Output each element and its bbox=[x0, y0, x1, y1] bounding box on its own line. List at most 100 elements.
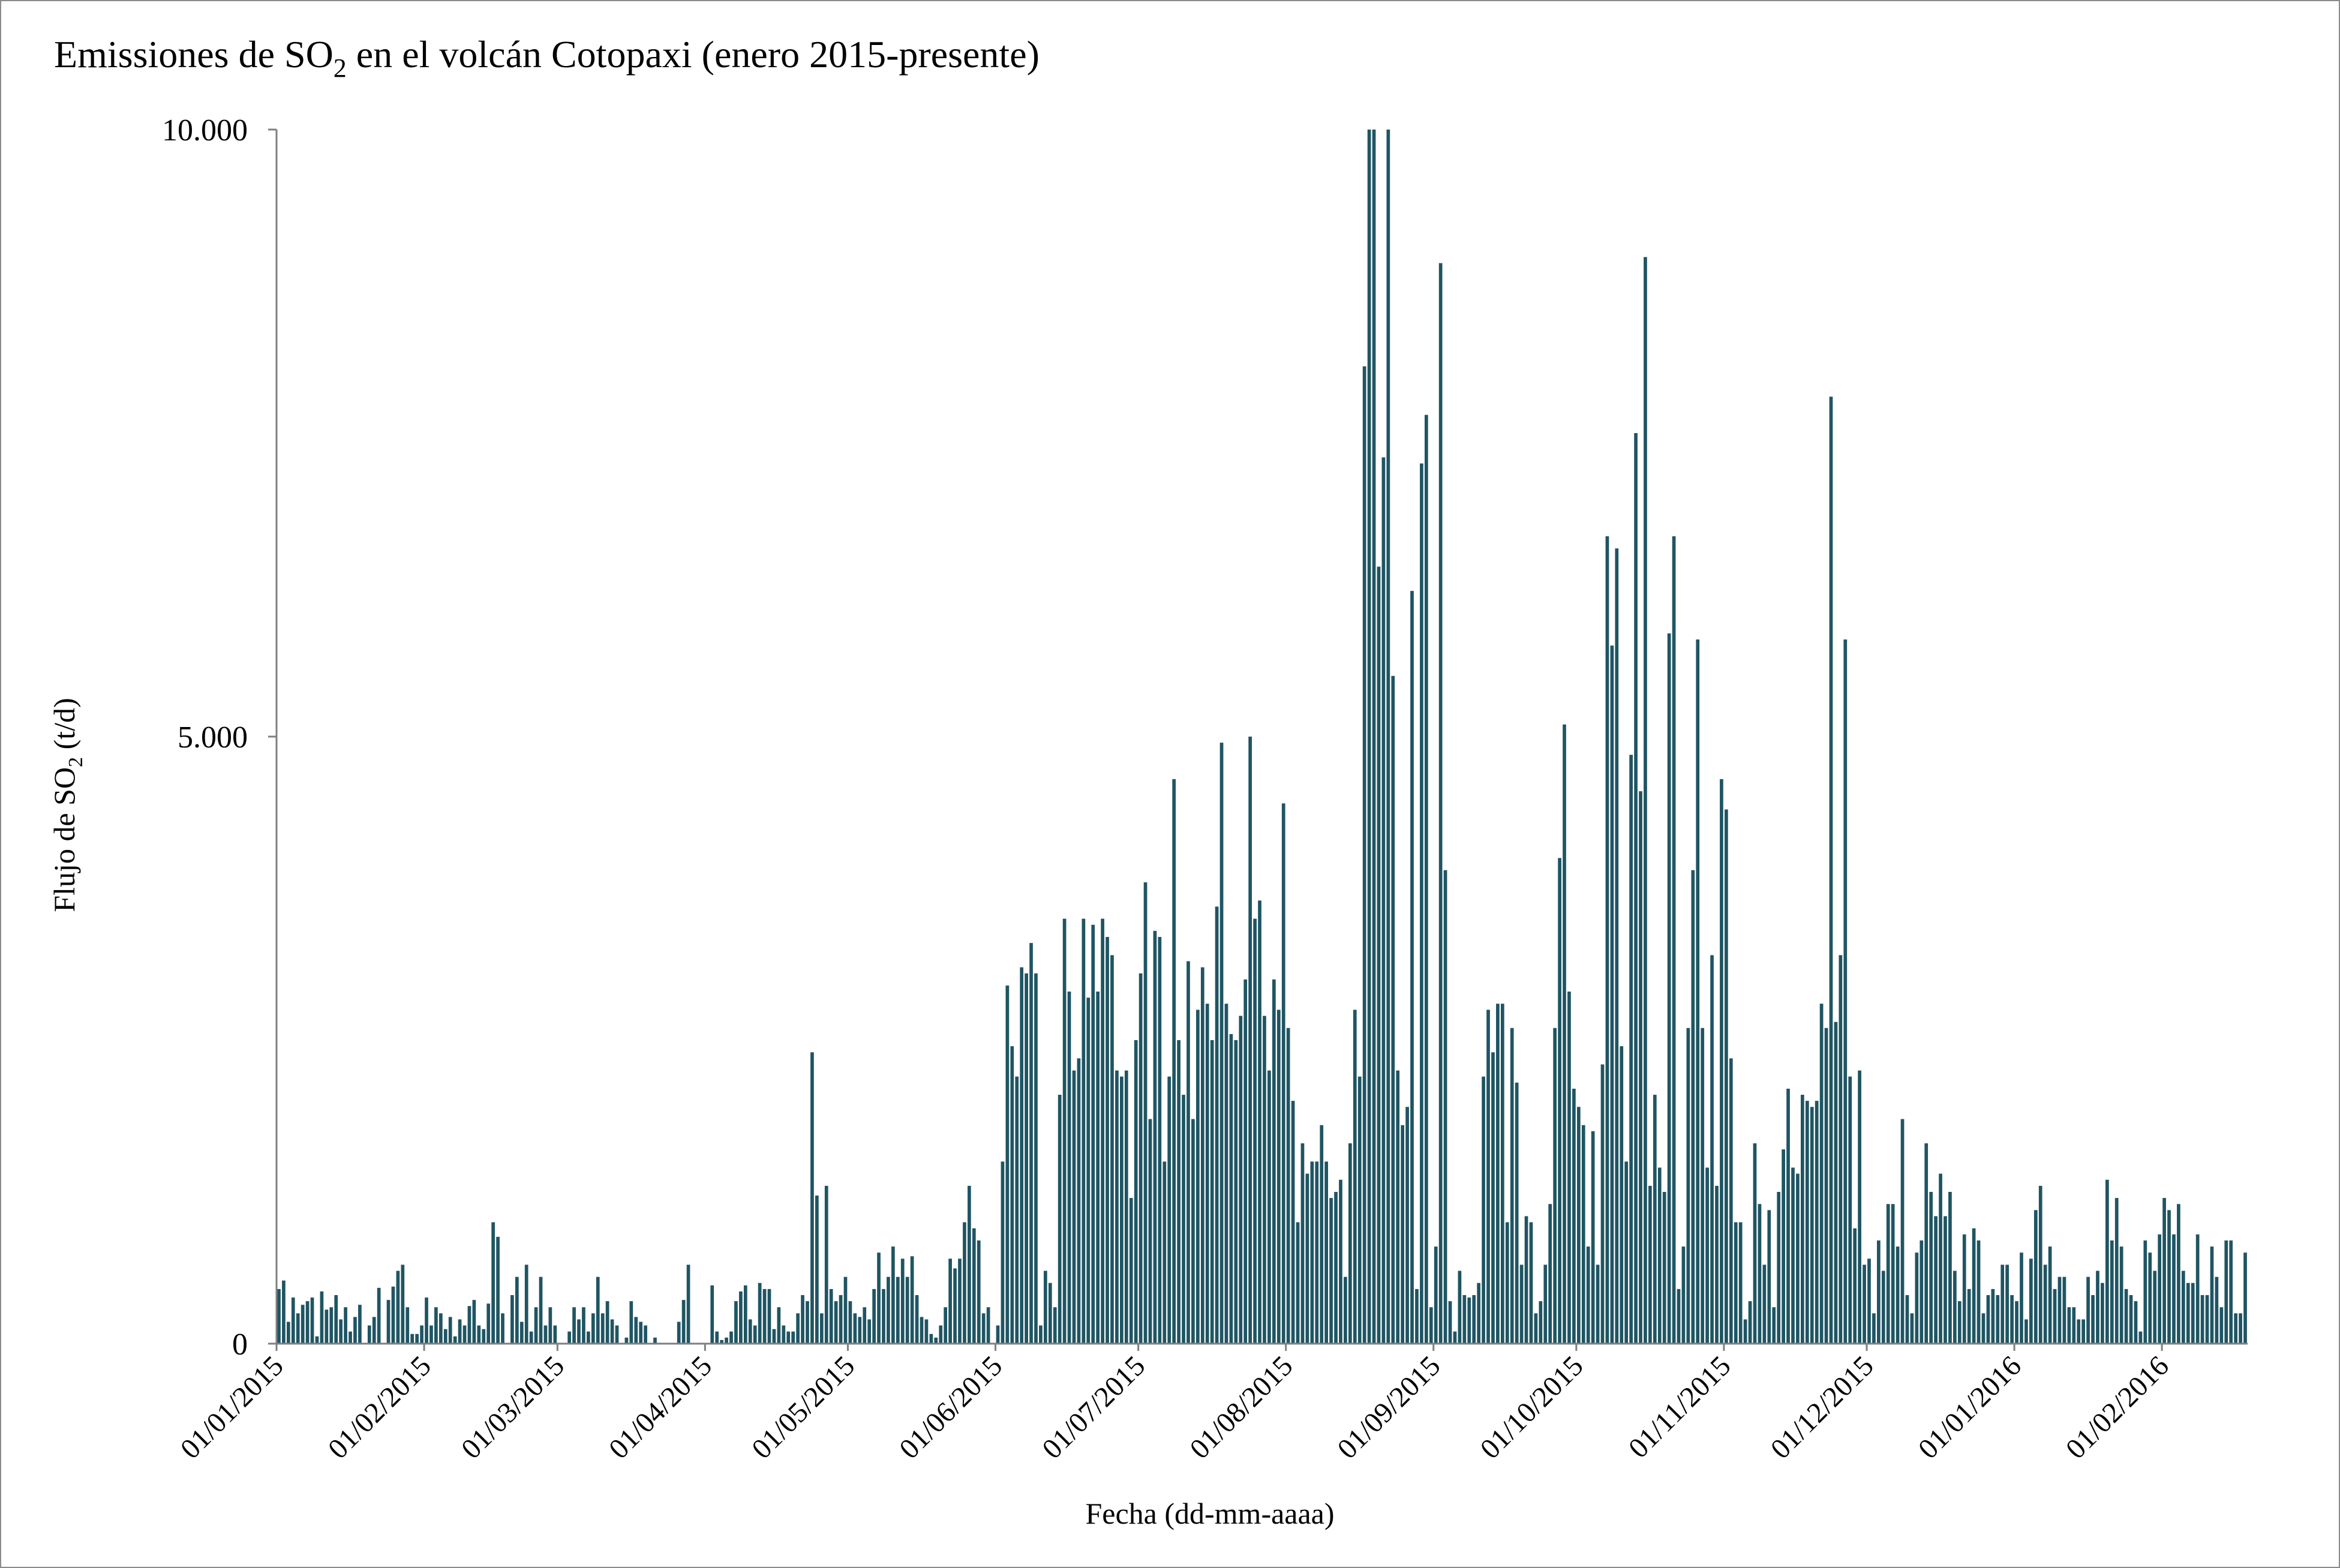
bar bbox=[1224, 1004, 1228, 1344]
bar bbox=[1458, 1270, 1462, 1344]
bar bbox=[653, 1337, 657, 1344]
bar bbox=[686, 1264, 690, 1344]
bar bbox=[1344, 1276, 1347, 1344]
bar bbox=[715, 1331, 719, 1344]
bar bbox=[986, 1307, 990, 1344]
bar bbox=[796, 1313, 800, 1344]
x-tick-label: 01/09/2015 bbox=[1331, 1350, 1446, 1465]
bar bbox=[386, 1300, 390, 1344]
bar bbox=[1339, 1179, 1342, 1344]
bar bbox=[1953, 1270, 1957, 1344]
bar bbox=[1957, 1301, 1961, 1344]
bar bbox=[1248, 737, 1252, 1344]
bar bbox=[848, 1301, 852, 1344]
bar bbox=[1396, 1070, 1400, 1344]
bar bbox=[834, 1301, 838, 1344]
bar bbox=[801, 1295, 804, 1344]
bar bbox=[2091, 1295, 2095, 1344]
bar bbox=[2124, 1288, 2128, 1344]
bar bbox=[1991, 1288, 1995, 1344]
bar bbox=[629, 1301, 633, 1344]
bar bbox=[1139, 973, 1143, 1344]
bar bbox=[1048, 1282, 1052, 1344]
bar bbox=[1001, 1161, 1005, 1344]
x-tick-label: 01/01/2016 bbox=[1912, 1350, 2027, 1465]
bar bbox=[1281, 803, 1285, 1344]
bar bbox=[600, 1313, 605, 1344]
bar bbox=[1910, 1313, 1914, 1344]
bar bbox=[2138, 1331, 2143, 1344]
bar bbox=[1296, 1222, 1300, 1344]
bar bbox=[1667, 633, 1671, 1344]
bar bbox=[1848, 1076, 1852, 1344]
bar bbox=[1524, 1216, 1528, 1344]
bar bbox=[1944, 1216, 1947, 1344]
bar bbox=[2029, 1258, 2033, 1344]
bar bbox=[1115, 1070, 1119, 1344]
bar bbox=[1576, 1107, 1581, 1344]
bar bbox=[577, 1319, 581, 1344]
bar bbox=[377, 1287, 381, 1344]
bar bbox=[2143, 1240, 2147, 1344]
bar bbox=[858, 1317, 862, 1344]
bar bbox=[477, 1325, 481, 1344]
bar bbox=[1062, 918, 1067, 1344]
bar bbox=[1077, 1058, 1081, 1344]
bar bbox=[1058, 1095, 1062, 1344]
bar bbox=[349, 1331, 352, 1344]
bar bbox=[819, 1313, 824, 1344]
bar bbox=[1229, 1034, 1233, 1344]
bar bbox=[1357, 1076, 1362, 1344]
bar bbox=[429, 1325, 433, 1344]
bar bbox=[2005, 1264, 2009, 1344]
bar bbox=[1163, 1161, 1167, 1344]
bar bbox=[1624, 1161, 1629, 1344]
bar bbox=[2219, 1307, 2224, 1344]
bar bbox=[1472, 1295, 1476, 1344]
bar bbox=[1867, 1258, 1871, 1344]
bar bbox=[1967, 1288, 1971, 1344]
bar bbox=[2200, 1295, 2204, 1344]
bar bbox=[1272, 979, 1276, 1344]
bar bbox=[2053, 1288, 2057, 1344]
bar bbox=[777, 1307, 781, 1344]
bar bbox=[748, 1319, 752, 1344]
bar bbox=[1972, 1228, 1976, 1344]
bar bbox=[729, 1331, 733, 1344]
x-tick-label: 01/06/2015 bbox=[893, 1350, 1008, 1465]
bar bbox=[1143, 882, 1148, 1344]
bar bbox=[2195, 1234, 2200, 1344]
bar bbox=[839, 1295, 843, 1344]
bar bbox=[515, 1276, 519, 1344]
bar bbox=[1715, 1185, 1719, 1344]
bar bbox=[1939, 1173, 1942, 1344]
bar bbox=[1686, 1028, 1690, 1344]
bar bbox=[367, 1325, 371, 1344]
bar bbox=[1810, 1107, 1814, 1344]
bar bbox=[996, 1325, 1000, 1344]
bar bbox=[924, 1319, 929, 1344]
bar bbox=[2057, 1276, 2062, 1344]
bar bbox=[2010, 1295, 2014, 1344]
bar bbox=[2081, 1319, 2086, 1344]
bar bbox=[1896, 1246, 1900, 1344]
bar bbox=[1805, 1101, 1809, 1344]
bar bbox=[934, 1337, 938, 1344]
x-tick-label: 01/02/2015 bbox=[322, 1350, 437, 1465]
bar bbox=[1920, 1240, 1924, 1344]
bar bbox=[610, 1319, 614, 1344]
x-tick-label: 01/03/2015 bbox=[455, 1350, 570, 1465]
bar bbox=[1291, 1101, 1295, 1344]
bar bbox=[2134, 1301, 2138, 1344]
bar bbox=[948, 1258, 952, 1344]
bar bbox=[829, 1288, 833, 1344]
bar bbox=[591, 1313, 595, 1344]
bar bbox=[1567, 992, 1571, 1344]
bar bbox=[2158, 1234, 2162, 1344]
bar bbox=[1900, 1119, 1905, 1344]
bar bbox=[2110, 1240, 2114, 1344]
bar bbox=[1391, 675, 1395, 1344]
bar bbox=[1934, 1216, 1938, 1344]
bar bbox=[305, 1301, 310, 1344]
bar bbox=[1872, 1313, 1876, 1344]
